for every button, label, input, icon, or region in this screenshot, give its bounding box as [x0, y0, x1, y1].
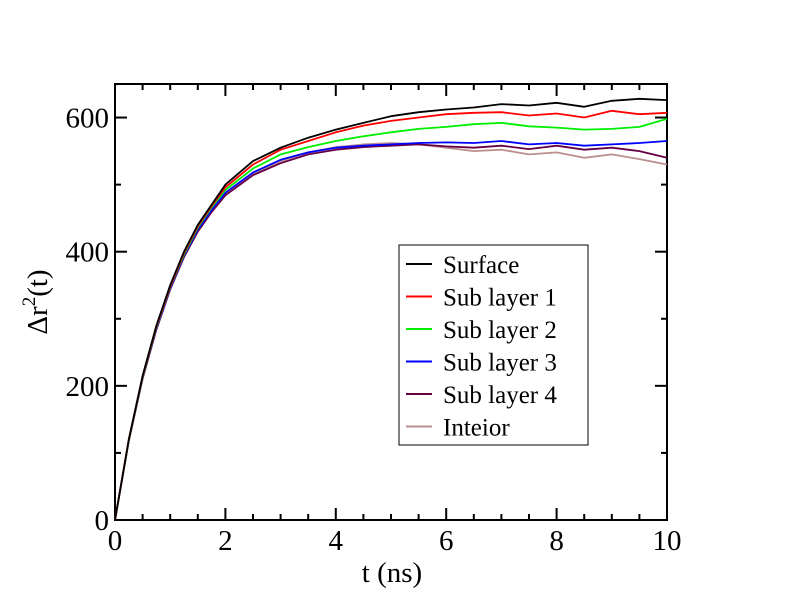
series-line-surface [114, 97, 668, 521]
legend-label: Sub layer 2 [443, 317, 557, 344]
y-tick-label: 400 [66, 237, 110, 269]
x-tick-label: 6 [439, 525, 454, 557]
x-tick-label: 2 [218, 525, 233, 557]
x-tick-label: 4 [329, 525, 344, 557]
x-axis-title: t (ns) [362, 557, 422, 589]
data-series [114, 97, 668, 521]
legend-label: Sub layer 4 [443, 382, 557, 409]
legend-label: Inteior [443, 415, 510, 442]
tick-labels: 0 2 4 6 8 10 0 200 400 600 [66, 103, 682, 557]
legend-box [398, 244, 589, 446]
y-axis-title-main: Δr [22, 306, 54, 335]
y-axis-title-superscript: 2 [19, 297, 40, 307]
y-tick-label: 200 [66, 371, 110, 403]
x-tick-label: 0 [108, 525, 123, 557]
y-tick-label: 0 [95, 505, 110, 537]
legend-items: Surface Sub layer 1 Sub layer 2 Sub layer 3… [406, 252, 557, 442]
x-tick-label: 10 [653, 525, 682, 557]
legend: Surface Sub layer 1 Sub layer 2 Sub layer 3… [398, 244, 589, 446]
axis-ticks [114, 84, 668, 521]
legend-label: Sub layer 1 [443, 285, 557, 312]
y-tick-label: 600 [66, 103, 110, 135]
x-tick-label: 8 [549, 525, 564, 557]
y-axis-title: Δr2(t) [19, 269, 54, 334]
legend-label: Sub layer 3 [443, 350, 557, 377]
y-axis-title-tail: (t) [22, 269, 54, 296]
legend-label: Surface [443, 252, 519, 279]
